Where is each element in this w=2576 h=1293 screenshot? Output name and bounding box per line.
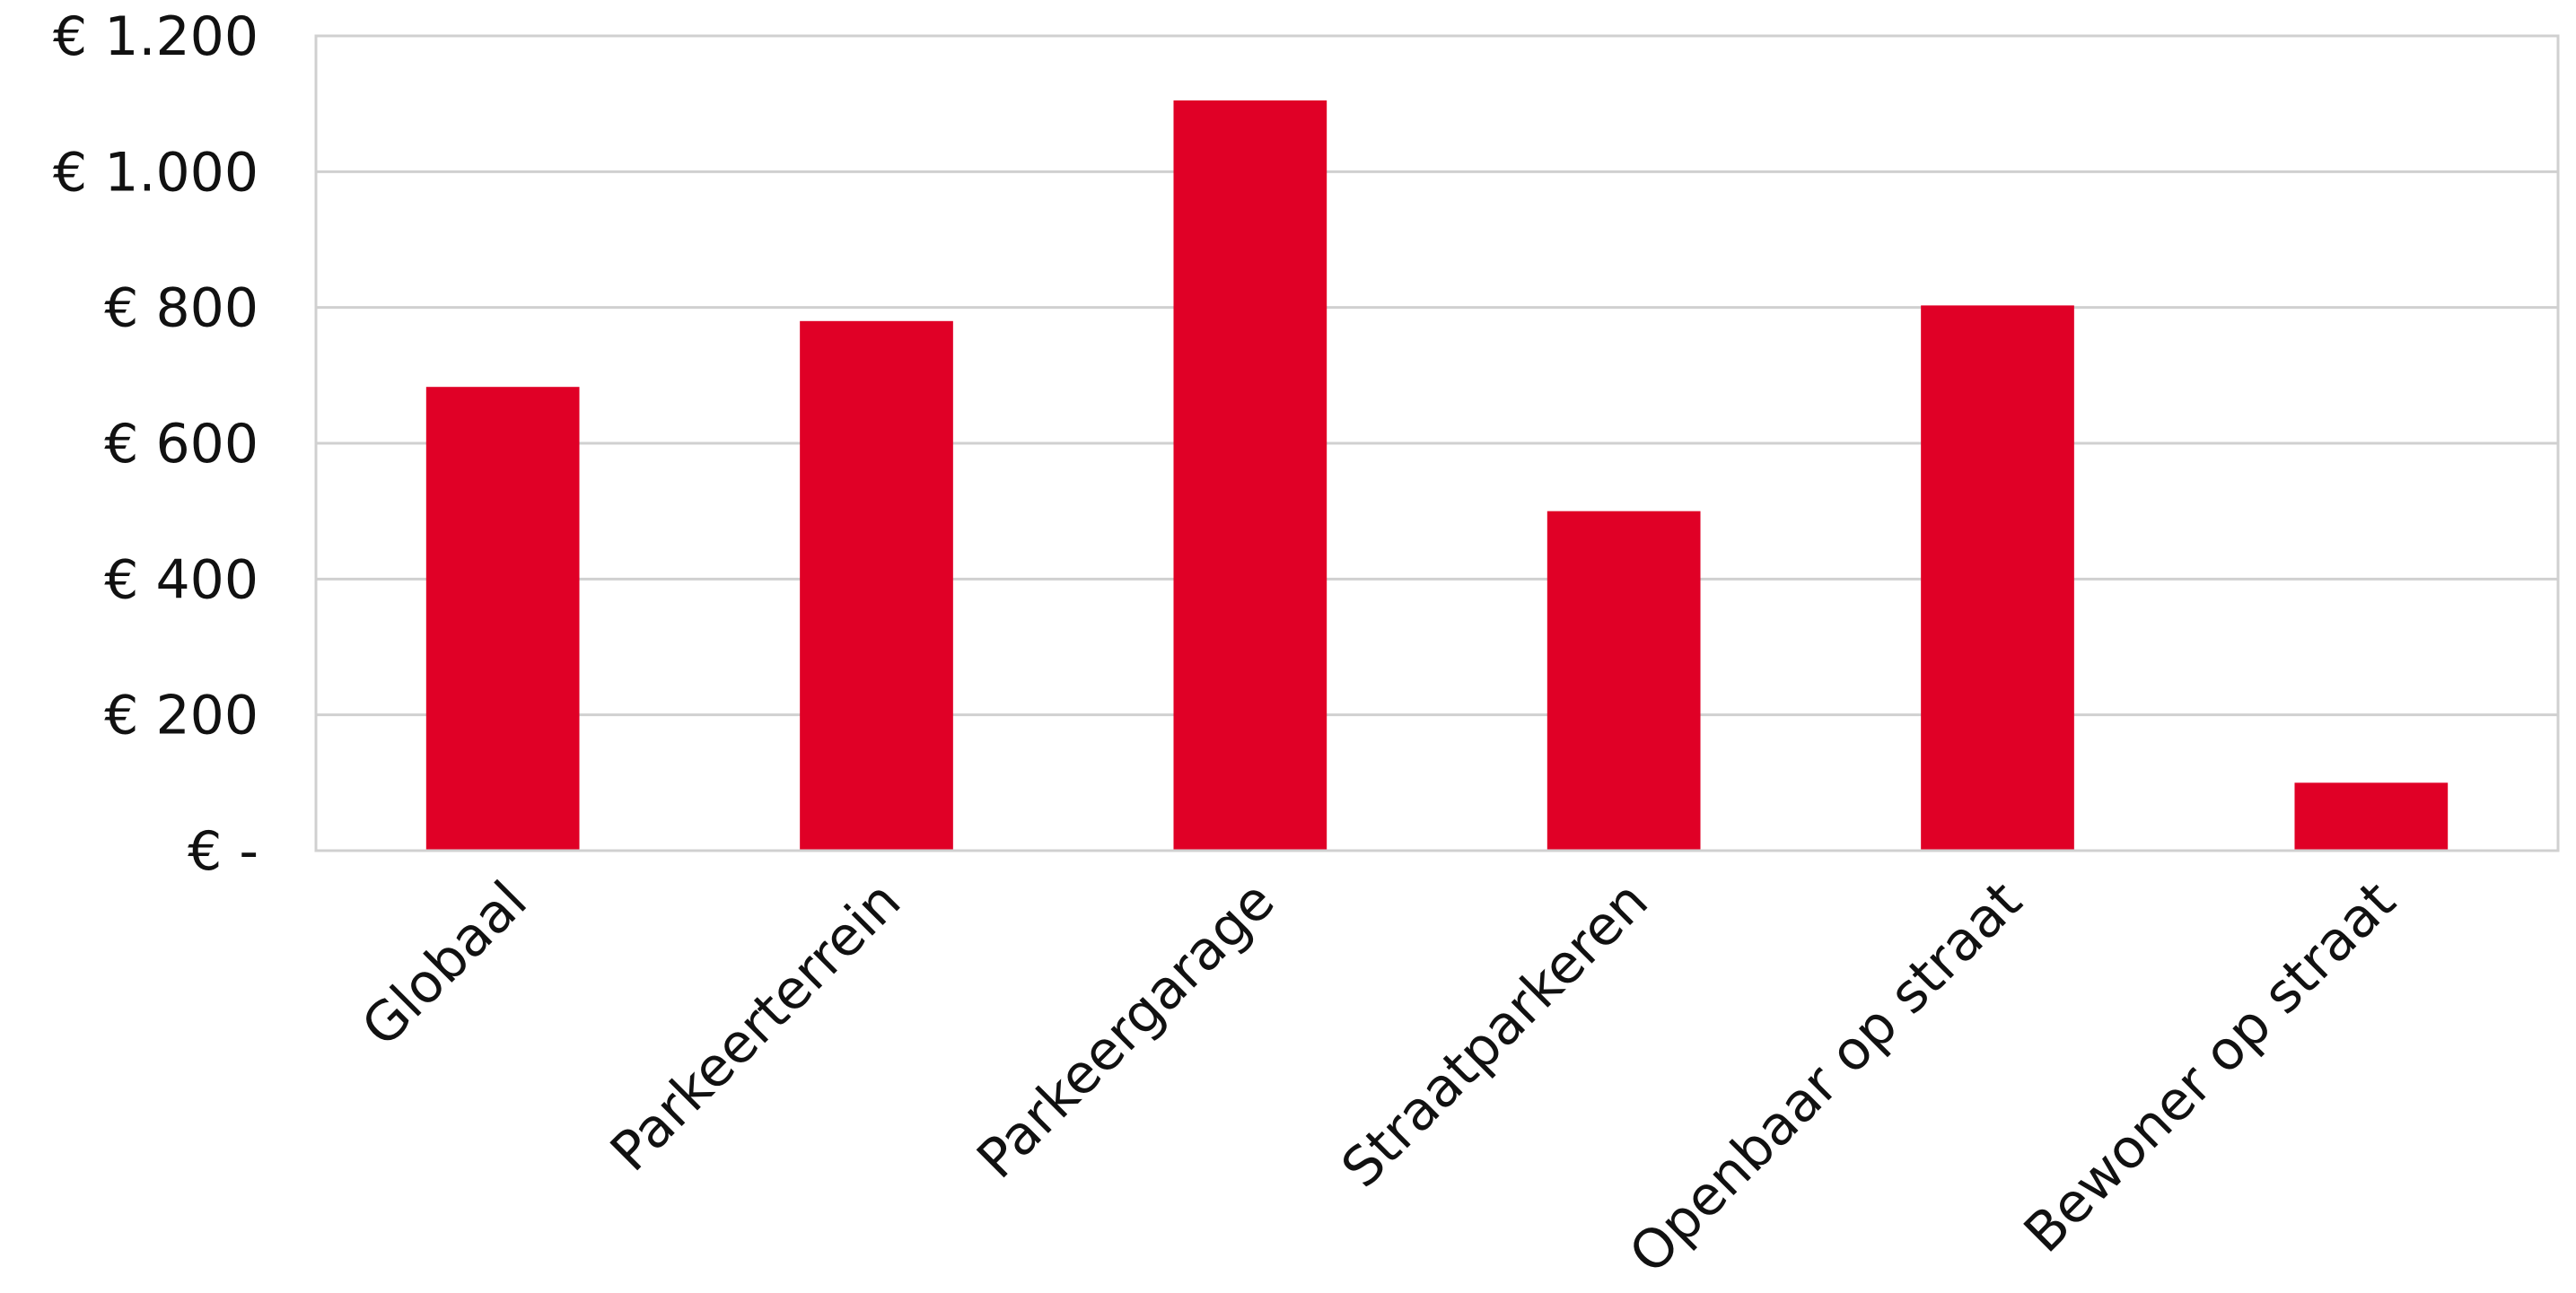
x-axis-category-labels: Globaal Parkeerterrein Parkeergarage Straat… [350, 869, 2408, 1286]
bar [1546, 511, 1701, 851]
bar [1921, 305, 2074, 851]
x-category-label: Globaal [350, 869, 539, 1059]
bar [800, 320, 953, 851]
gridlines [316, 34, 2558, 852]
bars [425, 100, 2449, 852]
x-category-label: Openbaar op straat [1617, 869, 2034, 1286]
x-category-label: Parkeerterrein [599, 869, 913, 1184]
y-tick-label: € 600 [104, 413, 258, 476]
x-category-label: Bewoner op straat [2012, 869, 2407, 1264]
y-tick-label: € 1.200 [53, 5, 258, 68]
plot-area-frame [314, 34, 2560, 852]
y-tick-label: € 1.000 [53, 141, 258, 204]
bar [1173, 100, 1327, 852]
y-tick-label: € 200 [104, 685, 258, 747]
y-tick-label: € 400 [104, 548, 258, 611]
x-category-label: Parkeergarage [965, 869, 1286, 1191]
bar [425, 387, 580, 851]
y-tick-label: € - [188, 820, 258, 883]
bar [2294, 782, 2449, 851]
x-category-label: Straatparkeren [1330, 869, 1660, 1200]
y-axis-tick-labels: € - € 200 € 400 € 600 € 800 € 1.000 € 1.200 [53, 5, 258, 883]
y-tick-label: € 800 [104, 277, 258, 340]
